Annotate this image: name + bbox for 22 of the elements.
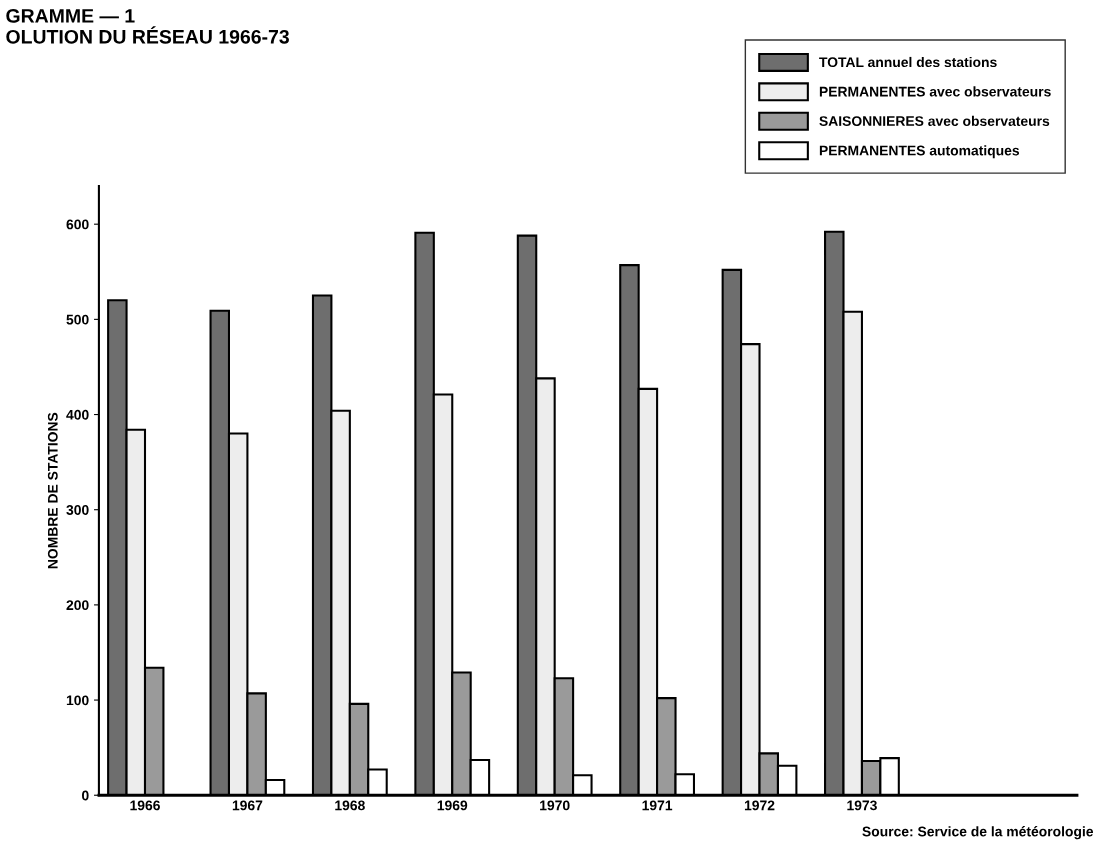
x-tick-label: 1966 (130, 800, 160, 811)
source-note: Source: Service de la météorologie (862, 826, 1094, 840)
y-tick-label: 500 (66, 314, 89, 325)
chart-title: GRAMME — 1 OLUTION DU RÉSEAU 1966-73 (6, 8, 289, 44)
x-tick-label: 1969 (437, 800, 468, 811)
x-tick-label: 1967 (232, 800, 263, 811)
legend-label: SAISONNIERES avec observateurs (819, 115, 1050, 126)
x-tick-label: 1973 (847, 800, 877, 811)
y-tick-label: 600 (66, 219, 89, 230)
legend-label: TOTAL annuel des stations (819, 56, 997, 68)
legend-label: PERMANENTES avec observateurs (819, 86, 1051, 97)
y-tick-label: 400 (66, 409, 89, 420)
y-tick-label: 0 (82, 790, 89, 801)
x-tick-label: 1971 (642, 800, 673, 811)
x-tick-label: 1968 (335, 800, 365, 811)
y-tick-label: 200 (66, 600, 89, 611)
x-tick-label: 1972 (744, 800, 775, 811)
y-axis-title: NOMBRE DE STATIONS (47, 412, 58, 569)
y-tick-label: 300 (66, 505, 89, 515)
x-tick-label: 1970 (540, 800, 570, 811)
y-tick-label: 100 (66, 695, 89, 706)
legend-label: PERMANENTES automatiques (819, 145, 1020, 159)
